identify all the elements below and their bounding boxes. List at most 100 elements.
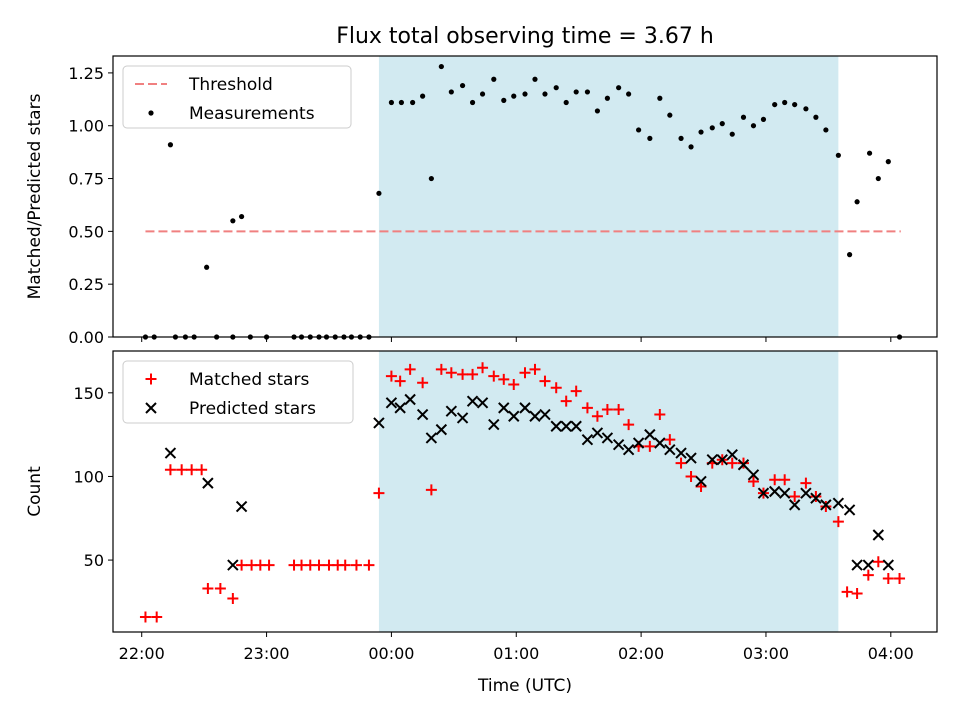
y-tick-label: 50 bbox=[84, 551, 104, 570]
x-tick-label: 22:00 bbox=[119, 644, 165, 663]
data-point bbox=[779, 474, 791, 486]
data-point bbox=[532, 76, 538, 82]
y-tick-label: 0.00 bbox=[68, 328, 104, 347]
data-point bbox=[747, 469, 760, 481]
x-tick-label: 04:00 bbox=[868, 644, 914, 663]
data-point bbox=[196, 464, 208, 476]
data-point bbox=[164, 464, 176, 476]
top-panel: 0.00 0.25 0.50 0.75 1.00 1.25 Matched/Predicte… bbox=[25, 55, 938, 347]
data-point bbox=[581, 433, 594, 446]
legend-box bbox=[122, 65, 352, 129]
data-point bbox=[813, 114, 819, 120]
y-tick-label: 100 bbox=[73, 467, 104, 486]
legend-marker bbox=[145, 373, 157, 385]
data-point bbox=[477, 362, 489, 374]
data-point bbox=[688, 144, 694, 150]
data-point bbox=[768, 485, 781, 498]
data-point bbox=[202, 477, 214, 489]
data-point bbox=[394, 402, 406, 414]
data-point bbox=[404, 363, 416, 375]
data-point bbox=[410, 99, 416, 106]
data-point bbox=[176, 464, 188, 476]
y-tick-label: 0.50 bbox=[68, 222, 104, 241]
data-point bbox=[601, 432, 614, 444]
data-point bbox=[647, 135, 653, 141]
data-point bbox=[685, 452, 697, 464]
data-point bbox=[740, 114, 747, 120]
data-point bbox=[236, 559, 248, 571]
legend-label: Matched stars bbox=[189, 370, 309, 390]
data-point bbox=[350, 559, 362, 571]
observing-window-shade bbox=[378, 56, 839, 337]
data-point bbox=[769, 474, 781, 486]
x-axis-label: Time (UTC) bbox=[477, 676, 572, 696]
data-point bbox=[675, 457, 687, 469]
x-tick-label: 00:00 bbox=[368, 644, 414, 663]
data-point bbox=[550, 382, 562, 394]
data-point bbox=[550, 420, 562, 432]
data-point bbox=[529, 363, 541, 375]
data-point bbox=[469, 99, 476, 106]
data-point bbox=[416, 408, 429, 421]
data-point bbox=[202, 583, 214, 595]
x-tick-label: 02:00 bbox=[618, 644, 664, 663]
data-point bbox=[851, 588, 863, 600]
data-point bbox=[709, 125, 715, 131]
data-point bbox=[573, 89, 579, 95]
data-point bbox=[719, 121, 725, 127]
legend-label: Predicted stars bbox=[189, 399, 316, 419]
data-point bbox=[835, 152, 841, 158]
y-tick-label: 150 bbox=[73, 384, 104, 403]
series-measurements bbox=[142, 63, 903, 340]
data-point bbox=[560, 395, 572, 407]
data-point bbox=[238, 213, 245, 220]
y-tick-label: 0.75 bbox=[68, 170, 104, 189]
data-point bbox=[448, 89, 454, 95]
y-tick-label: 1.25 bbox=[68, 64, 104, 83]
data-point bbox=[678, 135, 684, 141]
data-point bbox=[616, 85, 622, 91]
data-point bbox=[581, 402, 593, 414]
data-point bbox=[654, 409, 666, 421]
data-point bbox=[425, 432, 438, 444]
data-point bbox=[139, 611, 151, 623]
legend-marker bbox=[148, 110, 154, 116]
data-point bbox=[491, 76, 497, 82]
data-point bbox=[591, 410, 603, 422]
legend-label: Threshold bbox=[188, 75, 273, 95]
data-point bbox=[832, 497, 845, 509]
data-point bbox=[570, 420, 582, 432]
data-point bbox=[263, 559, 275, 571]
data-point bbox=[664, 434, 676, 446]
data-point bbox=[151, 611, 163, 623]
data-point bbox=[519, 367, 531, 379]
data-point bbox=[862, 559, 875, 571]
data-point bbox=[167, 142, 174, 148]
data-point bbox=[459, 82, 466, 89]
data-point bbox=[529, 410, 541, 422]
data-point bbox=[445, 367, 457, 379]
data-point bbox=[623, 419, 635, 431]
data-point bbox=[737, 459, 750, 471]
data-point bbox=[363, 559, 375, 571]
data-point bbox=[654, 437, 666, 449]
data-point bbox=[875, 175, 881, 182]
data-point bbox=[539, 375, 551, 387]
data-point bbox=[729, 131, 735, 137]
data-point bbox=[820, 499, 832, 511]
data-point bbox=[456, 412, 469, 424]
legend: Matched stars Predicted stars bbox=[122, 360, 354, 424]
y-axis-label: Matched/Predicted stars bbox=[25, 93, 45, 299]
chart-title: Flux total observing time = 3.67 h bbox=[336, 24, 714, 49]
data-point bbox=[488, 370, 500, 382]
data-point bbox=[404, 393, 416, 406]
data-point bbox=[800, 487, 812, 499]
data-point bbox=[230, 218, 236, 224]
data-point bbox=[604, 95, 611, 101]
plot-frame bbox=[112, 55, 938, 338]
data-point bbox=[667, 112, 673, 118]
data-point bbox=[737, 457, 749, 469]
data-point bbox=[560, 420, 572, 432]
series-predicted-stars bbox=[164, 393, 895, 571]
